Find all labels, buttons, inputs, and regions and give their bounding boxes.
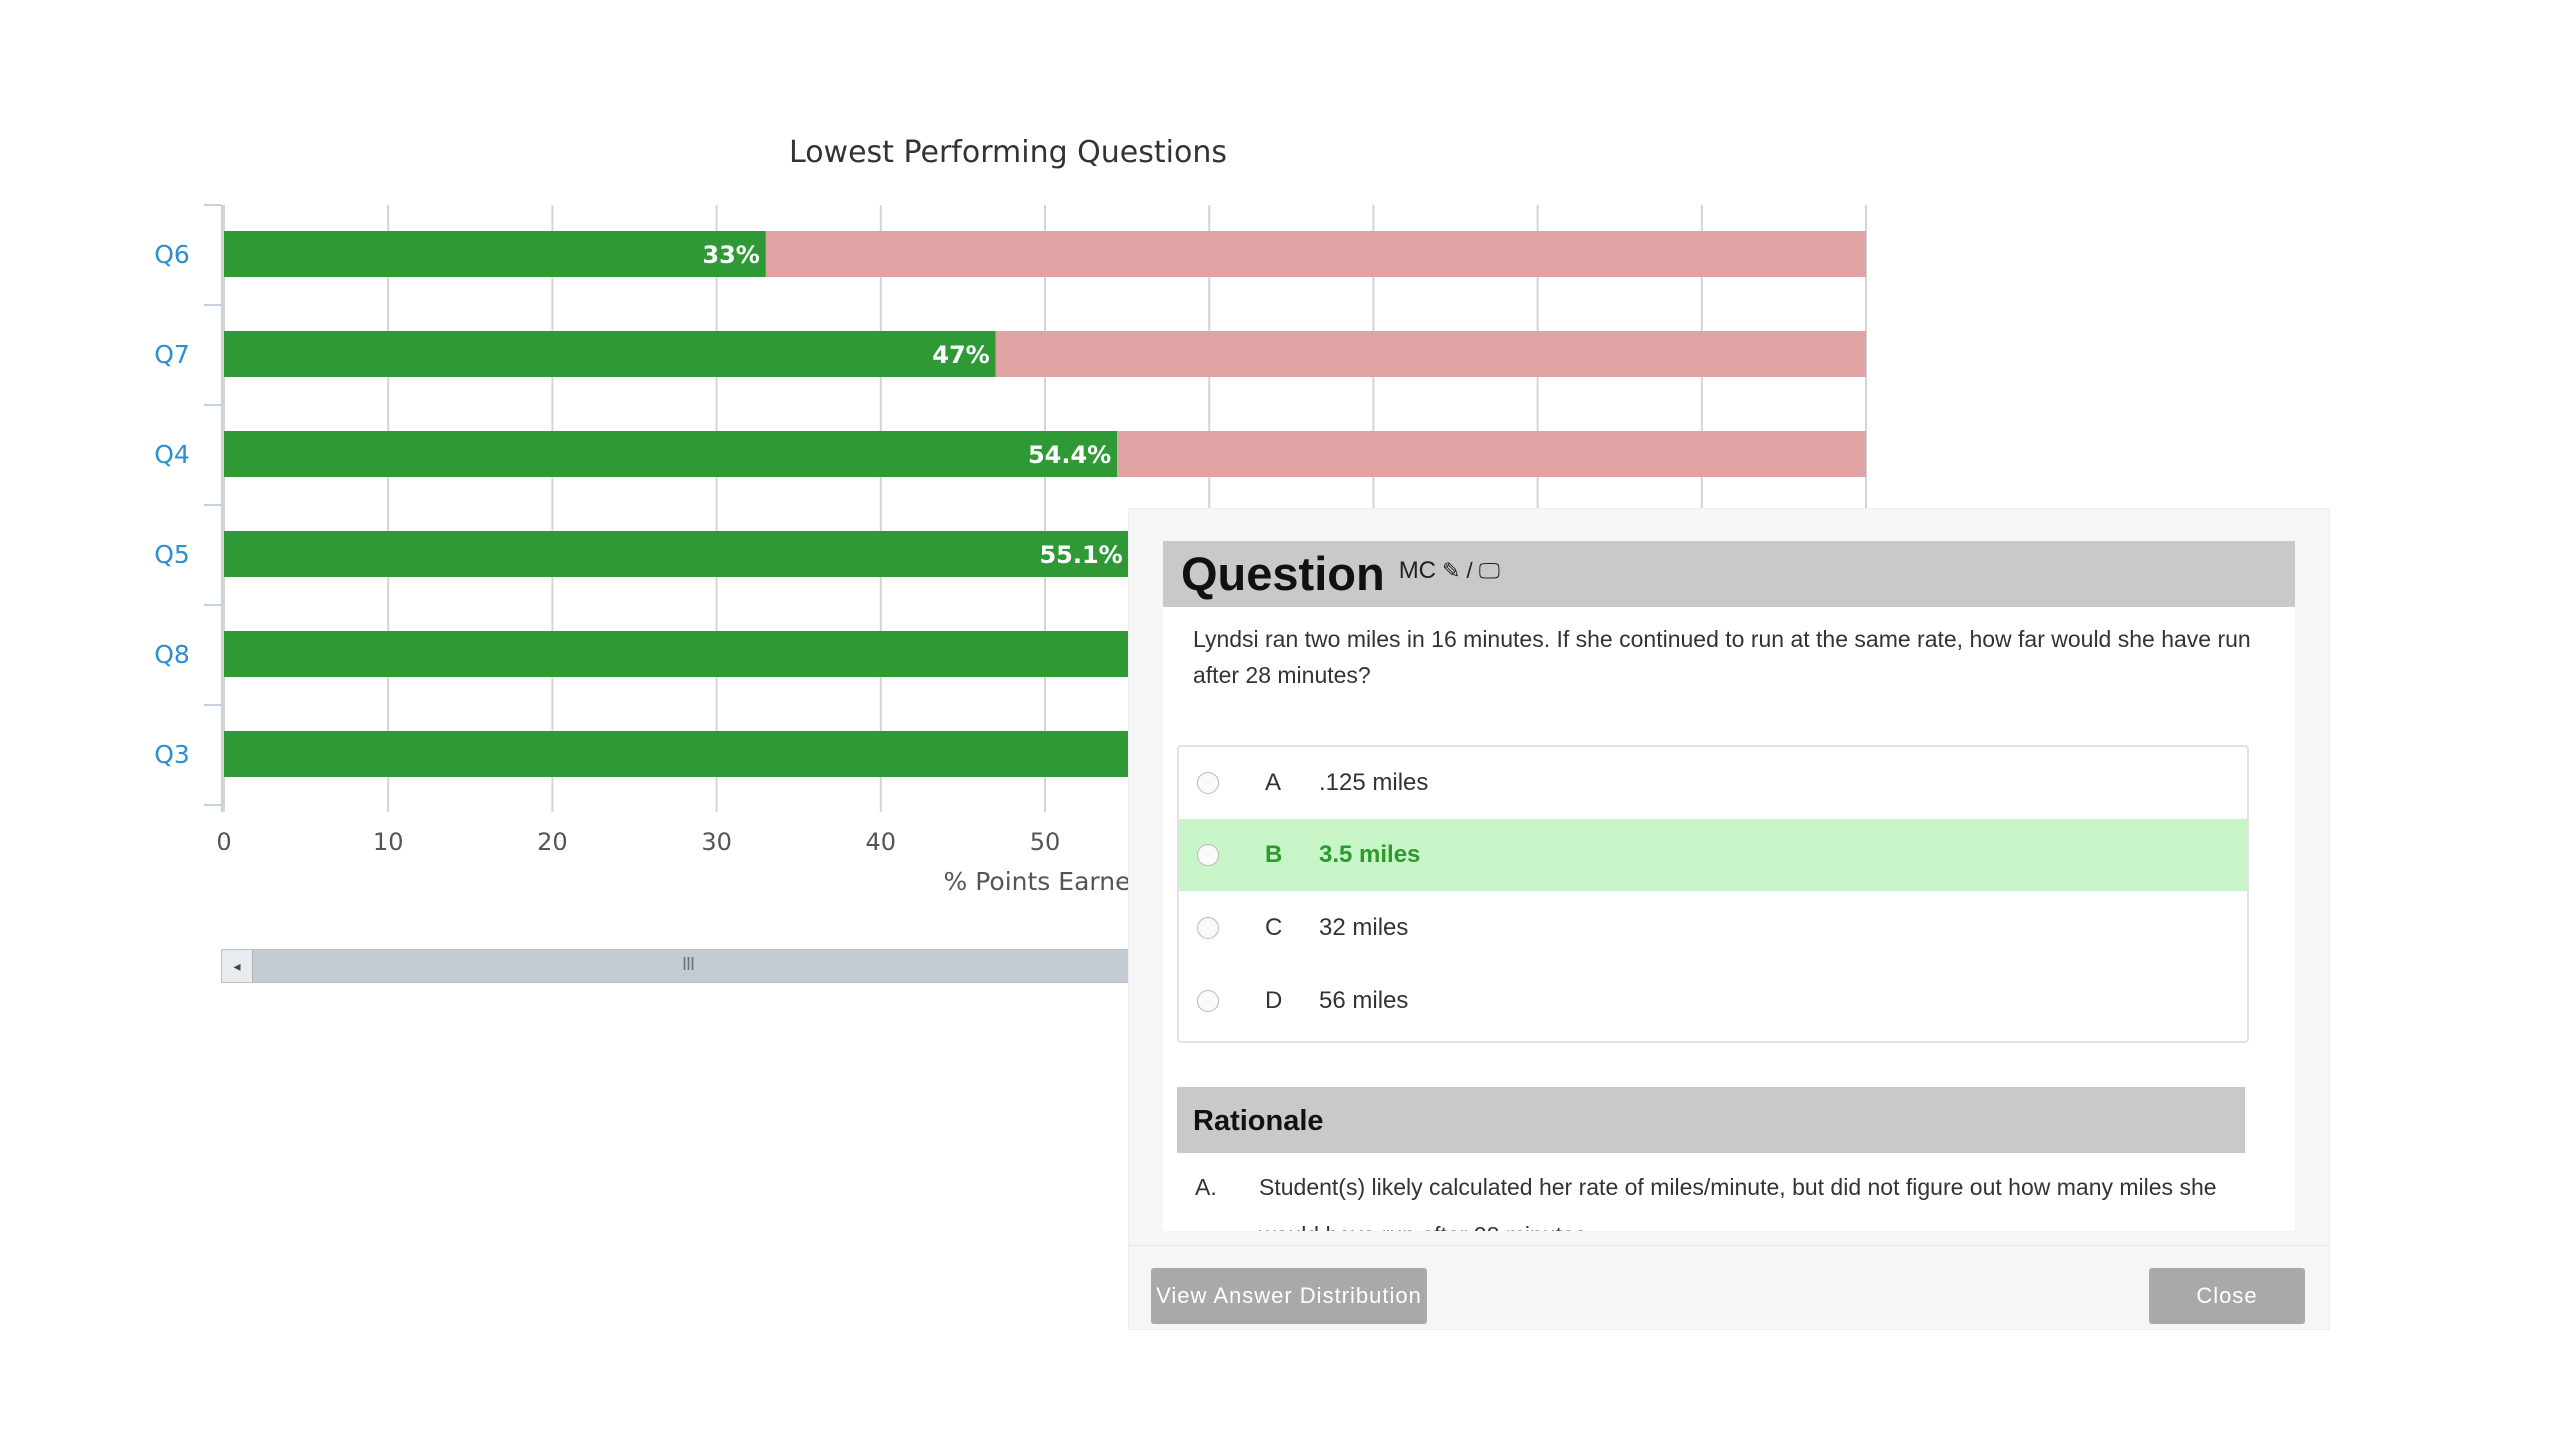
x-axis-title: % Points Earne [944, 867, 1131, 896]
choice-letter: D [1265, 987, 1283, 1014]
radio-icon[interactable] [1197, 990, 1219, 1012]
bar-earned-q6[interactable] [224, 231, 766, 277]
edit-present-icons[interactable]: ✎ / 🖵 [1442, 558, 1500, 583]
modal-body: Question MC ✎ / 🖵 Lyndsi ran two miles i… [1163, 541, 2295, 1231]
choice-text: 32 miles [1319, 914, 1409, 941]
x-tick-label: 20 [537, 828, 568, 856]
bar-earned-q7[interactable] [224, 331, 996, 377]
view-answer-distribution-button[interactable]: View Answer Distribution [1151, 1268, 1427, 1324]
x-tick-label: 10 [373, 828, 404, 856]
close-button[interactable]: Close [2149, 1268, 2305, 1324]
data-label: 54.4% [1028, 441, 1111, 469]
choice-letter: B [1265, 841, 1283, 868]
category-label[interactable]: Q3 [154, 740, 190, 769]
x-tick-label: 50 [1030, 828, 1061, 856]
data-label: 33% [702, 241, 759, 269]
question-type-label: MC [1398, 557, 1437, 584]
choice-a[interactable]: A .125 miles [1179, 747, 2247, 819]
radio-icon[interactable] [1197, 917, 1219, 939]
category-label[interactable]: Q7 [154, 340, 190, 369]
x-tick-label: 40 [866, 828, 897, 856]
choice-text: .125 miles [1319, 769, 1429, 796]
rationale-header: Rationale [1177, 1087, 2245, 1153]
chart-scrollbar[interactable]: ◂ III [221, 949, 1223, 983]
modal-footer: View Answer Distribution Close [1129, 1245, 2329, 1330]
x-tick-label: 30 [701, 828, 732, 856]
chart-title: Lowest Performing Questions [789, 135, 1227, 170]
bar-earned-q8[interactable] [224, 631, 1177, 677]
question-text: Lyndsi ran two miles in 16 minutes. If s… [1193, 626, 2251, 688]
bar-missed-q4[interactable] [1117, 431, 1866, 477]
category-label[interactable]: Q6 [154, 240, 190, 269]
choice-d[interactable]: D 56 miles [1179, 965, 2247, 1037]
radio-icon[interactable] [1197, 844, 1219, 866]
question-header: Question MC ✎ / 🖵 [1163, 541, 2295, 607]
category-label[interactable]: Q5 [154, 540, 190, 569]
choice-letter: C [1265, 914, 1283, 941]
choice-letter: A [1265, 769, 1282, 796]
rationale-text: Student(s) likely calculated her rate of… [1259, 1174, 2217, 1231]
bar-earned-q3[interactable] [224, 731, 1177, 777]
data-label: 47% [932, 341, 989, 369]
choice-c[interactable]: C 32 miles [1179, 892, 2247, 964]
question-title: Question [1181, 547, 1385, 600]
bar-earned-q4[interactable] [224, 431, 1118, 477]
scroll-grip-icon[interactable]: III [682, 954, 695, 974]
category-label[interactable]: Q8 [154, 640, 190, 669]
x-tick-label: 0 [216, 828, 231, 856]
labels: Q6 33% Q7 47% Q4 54.4% Q5 55.1% Q8 Q3 0 10 20 30 40 50 [154, 240, 1123, 856]
bar-missed-q6[interactable] [765, 231, 1866, 277]
bar-missed-q7[interactable] [995, 331, 1866, 377]
choice-b[interactable]: B 3.5 miles [1179, 819, 2247, 891]
radio-icon[interactable] [1197, 772, 1219, 794]
bar-earned-q5[interactable] [224, 531, 1129, 577]
rationale-letter: A. [1195, 1174, 1217, 1200]
data-label: 55.1% [1039, 541, 1122, 569]
answer-choices: A .125 miles B 3.5 miles C 32 miles D 56… [1177, 745, 2249, 1043]
choice-text: 3.5 miles [1319, 841, 1421, 868]
question-modal: Question MC ✎ / 🖵 Lyndsi ran two miles i… [1128, 508, 2330, 1330]
scroll-left-arrow-icon[interactable]: ◂ [222, 950, 253, 982]
choice-text: 56 miles [1319, 987, 1409, 1014]
category-label[interactable]: Q4 [154, 440, 190, 469]
